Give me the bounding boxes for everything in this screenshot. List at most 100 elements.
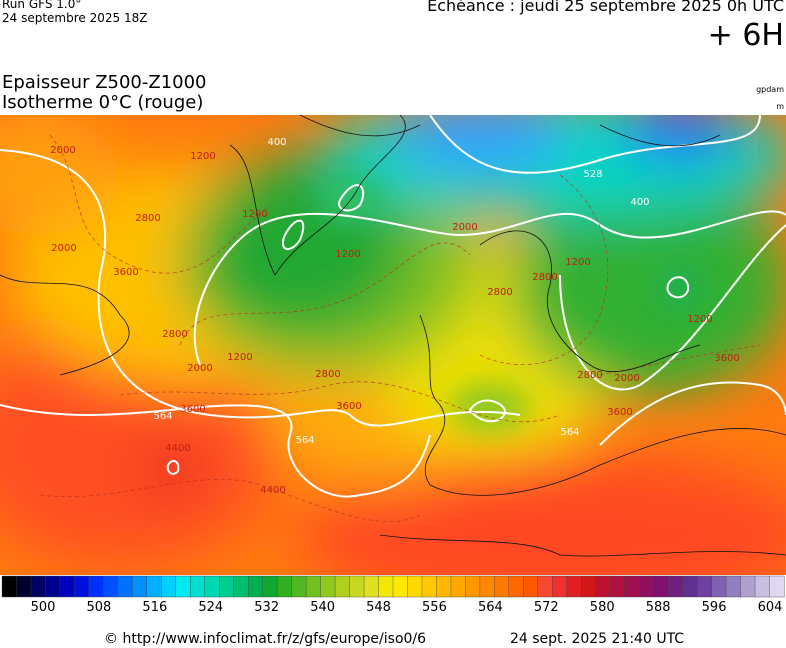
- colorbar-swatch: [219, 575, 235, 598]
- colorbar-swatch: [595, 575, 611, 598]
- colorbar-swatch: [450, 575, 466, 598]
- colorbar-swatch: [436, 575, 452, 598]
- contour-label: 2800: [532, 272, 557, 283]
- contour-label: 1200: [335, 249, 360, 260]
- valid-time: Echéance : jeudi 25 septembre 2025 0h UT…: [427, 0, 784, 15]
- thickness-field: [0, 115, 786, 575]
- colorbar-ticks: 500 508 516 524 532 540 548 556 564 572 580 588 596 6…: [0, 600, 786, 620]
- timestamp: 24 sept. 2025 21:40 UTC: [510, 631, 685, 647]
- colorbar-swatch: [233, 575, 249, 598]
- colorbar-swatch: [465, 575, 481, 598]
- colorbar-swatch: [175, 575, 191, 598]
- contour-label: 2800: [162, 329, 187, 340]
- colorbar-swatch: [349, 575, 365, 598]
- colorbar-swatch: [725, 575, 742, 598]
- colorbar-swatch: [30, 575, 46, 598]
- colorbar-swatch: [581, 575, 597, 598]
- contour-label: 564: [295, 435, 314, 446]
- colorbar-swatch: [320, 575, 336, 598]
- colorbar-swatch: [754, 575, 771, 598]
- coastlines: [0, 115, 786, 557]
- contour-label: 4400: [260, 485, 285, 496]
- contour-label: 1200: [242, 209, 267, 220]
- title-line2: Isotherme 0°C (rouge): [2, 92, 204, 113]
- colorbar-tick-label: 548: [366, 600, 391, 615]
- colorbar-swatch: [132, 575, 148, 598]
- colorbar-tick-label: 596: [701, 600, 727, 615]
- colorbar-swatch: [59, 575, 75, 598]
- contour-label: 400: [267, 137, 286, 148]
- colorbar-swatch: [407, 575, 423, 598]
- colorbar-swatch: [16, 575, 32, 598]
- colorbar-swatch: [624, 575, 640, 598]
- colorbar-swatch: [638, 575, 655, 598]
- colorbar-tick-label: 580: [589, 600, 615, 615]
- colorbar-swatch: [1, 575, 17, 598]
- colorbar-swatch: [610, 575, 626, 598]
- contour-labels: 2000 1200 400 2800 3600 1200 1200 2000 2800 2000 1…: [50, 137, 739, 496]
- colorbar-swatch: [566, 575, 582, 598]
- contour-label: 2000: [50, 145, 75, 156]
- forecast-step: + 6H: [707, 18, 784, 53]
- colorbar-swatch: [190, 575, 206, 598]
- colorbar-swatch: [479, 575, 495, 598]
- colorbar-tick-label: 572: [533, 600, 559, 615]
- contour-label: 3600: [180, 404, 205, 415]
- colorbar-swatch: [305, 575, 322, 598]
- contour-label: 2000: [614, 373, 639, 384]
- contour-label: 1200: [227, 352, 252, 363]
- colorbar-swatch: [508, 575, 524, 598]
- colorbar-swatch: [552, 575, 568, 598]
- contour-label: 1200: [565, 257, 590, 268]
- contour-label: 4400: [165, 443, 190, 454]
- run-label: Run GFS 1.0°: [2, 0, 82, 11]
- colorbar-swatch: [682, 575, 698, 598]
- colorbar-tick-label: 524: [198, 600, 224, 615]
- colorbar-tick-label: 508: [86, 600, 112, 615]
- colorbar-tick-label: 588: [645, 600, 671, 615]
- colorbar-tick-label: 532: [254, 600, 280, 615]
- colorbar-tick-label: 556: [422, 600, 447, 615]
- colorbar-swatch: [667, 575, 684, 598]
- contour-label: 528: [583, 169, 602, 180]
- colorbar-tick-label: 516: [142, 600, 168, 615]
- contour-label: 2000: [187, 363, 212, 374]
- colorbar: [1, 575, 785, 598]
- title-line1: Epaisseur Z500-Z1000: [2, 72, 207, 93]
- colorbar-swatch: [769, 575, 785, 598]
- colorbar-swatch: [494, 575, 510, 598]
- colorbar-swatch: [45, 575, 61, 598]
- colorbar-swatch: [74, 575, 90, 598]
- colorbar-swatch: [262, 575, 278, 598]
- colorbar-swatch: [421, 575, 437, 598]
- colorbar-swatch: [696, 575, 713, 598]
- contour-label: 1200: [190, 151, 215, 162]
- contour-label: 400: [630, 197, 649, 208]
- colorbar-tick-label: 564: [477, 600, 503, 615]
- contour-label: 1200: [687, 314, 712, 325]
- contour-label: 2800: [315, 369, 340, 380]
- highlights: [320, 180, 705, 432]
- colorbar-swatch: [276, 575, 293, 598]
- colorbar-tick-label: 604: [757, 600, 783, 615]
- colorbar-swatch: [88, 575, 104, 598]
- unit-gpdam: gpdam: [756, 85, 784, 94]
- colorbar-swatch: [204, 575, 220, 598]
- contours: [0, 115, 786, 498]
- colorbar-swatch: [711, 575, 727, 598]
- contour-label: 3600: [336, 401, 361, 412]
- colorbar-swatch: [740, 575, 756, 598]
- colorbar-swatch: [146, 575, 162, 598]
- contour-label: 3600: [113, 267, 138, 278]
- map: 2000 1200 400 2800 3600 1200 1200 2000 2800 2000 1…: [0, 115, 786, 575]
- contour-label: 2800: [487, 287, 512, 298]
- colorbar-tick-label: 540: [310, 600, 336, 615]
- contour-label: 3600: [607, 407, 632, 418]
- colorbar-swatch: [161, 575, 177, 598]
- run-date: 24 septembre 2025 18Z: [2, 11, 148, 25]
- contour-label: 564: [560, 427, 579, 438]
- colorbar-swatch: [378, 575, 394, 598]
- colorbar-swatch: [247, 575, 264, 598]
- source: © http://www.infoclimat.fr/z/gfs/europe/…: [104, 631, 427, 647]
